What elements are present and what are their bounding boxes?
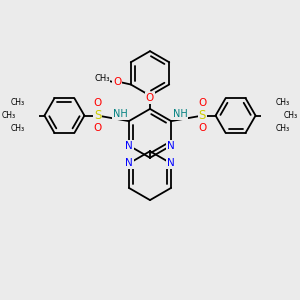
Text: O: O (198, 98, 206, 108)
Text: O: O (94, 98, 102, 108)
Text: S: S (94, 109, 101, 122)
Text: O: O (146, 93, 154, 103)
Text: N: N (167, 158, 175, 168)
Text: O: O (198, 123, 206, 133)
Text: CH₃: CH₃ (275, 98, 289, 107)
Text: N: N (125, 158, 133, 168)
Text: CH₃: CH₃ (275, 124, 289, 134)
Text: N: N (167, 141, 175, 151)
Text: CH₃: CH₃ (94, 74, 110, 83)
Text: CH₃: CH₃ (2, 111, 16, 120)
Text: CH₃: CH₃ (11, 98, 25, 107)
Text: CH₃: CH₃ (11, 124, 25, 134)
Text: O: O (94, 123, 102, 133)
Text: NH: NH (112, 110, 127, 119)
Text: S: S (199, 109, 206, 122)
Text: CH₃: CH₃ (284, 111, 298, 120)
Text: O: O (113, 77, 122, 87)
Text: N: N (125, 141, 133, 151)
Text: NH: NH (173, 110, 188, 119)
